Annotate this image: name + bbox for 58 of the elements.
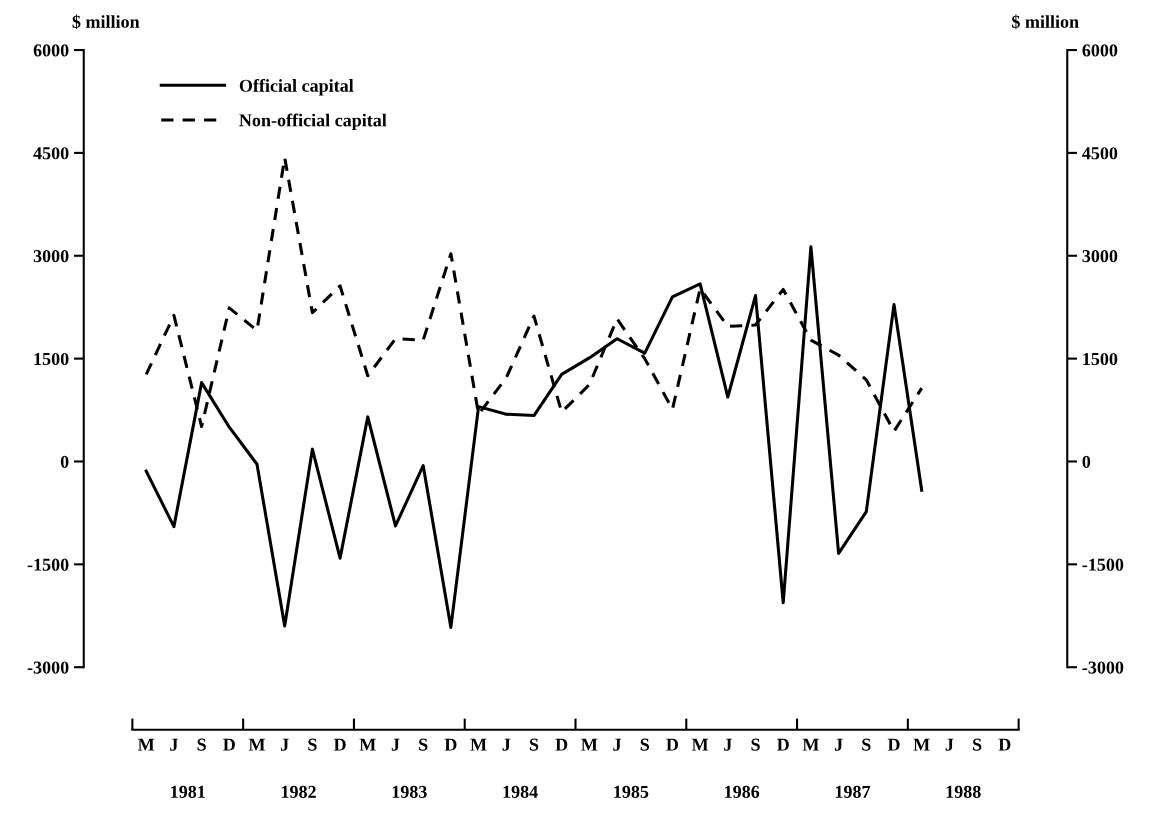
- y-tick-label: -3000: [27, 661, 69, 674]
- text: 1985: [614, 785, 649, 798]
- x-tick-label: D: [998, 738, 1011, 751]
- y2-tick-label: 0: [1082, 455, 1091, 468]
- x-tick-label: S: [197, 738, 206, 751]
- y2-tick-label: 4500: [1082, 147, 1118, 160]
- y2-tick-label: -3000: [1082, 661, 1124, 674]
- x-tick-label: M: [691, 738, 709, 751]
- x-tick-label: S: [419, 738, 428, 751]
- x-tick-label: J: [391, 738, 400, 751]
- y-tick-label: 3000: [33, 250, 69, 263]
- y2-axis-title: $ million: [1012, 14, 1079, 30]
- x-tick-label: D: [555, 738, 568, 751]
- x-tick-label: M: [581, 738, 598, 751]
- x-tick-label: J: [502, 738, 511, 751]
- x-tick-label: J: [945, 738, 954, 751]
- y-tick-label: -1500: [27, 558, 69, 571]
- x-tick-label: M: [913, 738, 930, 751]
- x-tick-label: D: [777, 738, 789, 751]
- x-tick-label: J: [613, 738, 622, 751]
- text: 1987: [835, 785, 871, 798]
- x-tick-label: S: [862, 738, 871, 751]
- y-tick-label: 4500: [33, 147, 69, 160]
- x-tick-label: S: [751, 738, 760, 751]
- x-tick-label: D: [887, 738, 900, 751]
- y2-tick-label: 6000: [1082, 44, 1118, 57]
- x-tick-label: S: [973, 738, 982, 751]
- x-tick-label: D: [223, 738, 235, 751]
- y2-tick-label: 1500: [1083, 352, 1118, 366]
- legend-label: Non-official capital: [239, 113, 387, 131]
- text: 1986: [725, 785, 760, 798]
- x-tick-label: J: [724, 738, 732, 751]
- x-tick-label: D: [444, 738, 457, 751]
- x-tick-label: J: [834, 738, 843, 751]
- x-tick-label: S: [640, 738, 649, 751]
- x-tick-label: M: [138, 738, 155, 751]
- text: 1983: [392, 785, 427, 798]
- text: 1988: [946, 785, 981, 798]
- x-tick-label: M: [359, 738, 376, 751]
- x-tick-label: S: [529, 738, 539, 751]
- text: 1982: [281, 785, 316, 798]
- text: 1984: [503, 785, 538, 798]
- x-tick-label: D: [666, 738, 679, 751]
- y-axis-title: $ million: [72, 14, 140, 30]
- y-tick-label: 0: [60, 455, 69, 468]
- y2-tick-label: -1500: [1082, 558, 1124, 571]
- x-tick-label: D: [333, 738, 346, 751]
- x-tick-label: J: [280, 738, 289, 751]
- x-tick-label: J: [170, 738, 178, 751]
- y2-tick-label: 3000: [1082, 250, 1118, 263]
- x-tick-label: M: [470, 738, 487, 751]
- x-tick-label: S: [308, 738, 317, 751]
- y-tick-label: 1500: [34, 352, 69, 366]
- y-tick-label: 6000: [33, 44, 69, 57]
- text: 1981: [171, 785, 205, 798]
- legend-label: Official capital: [239, 78, 354, 96]
- x-tick-label: M: [802, 738, 819, 751]
- x-tick-label: M: [248, 738, 265, 751]
